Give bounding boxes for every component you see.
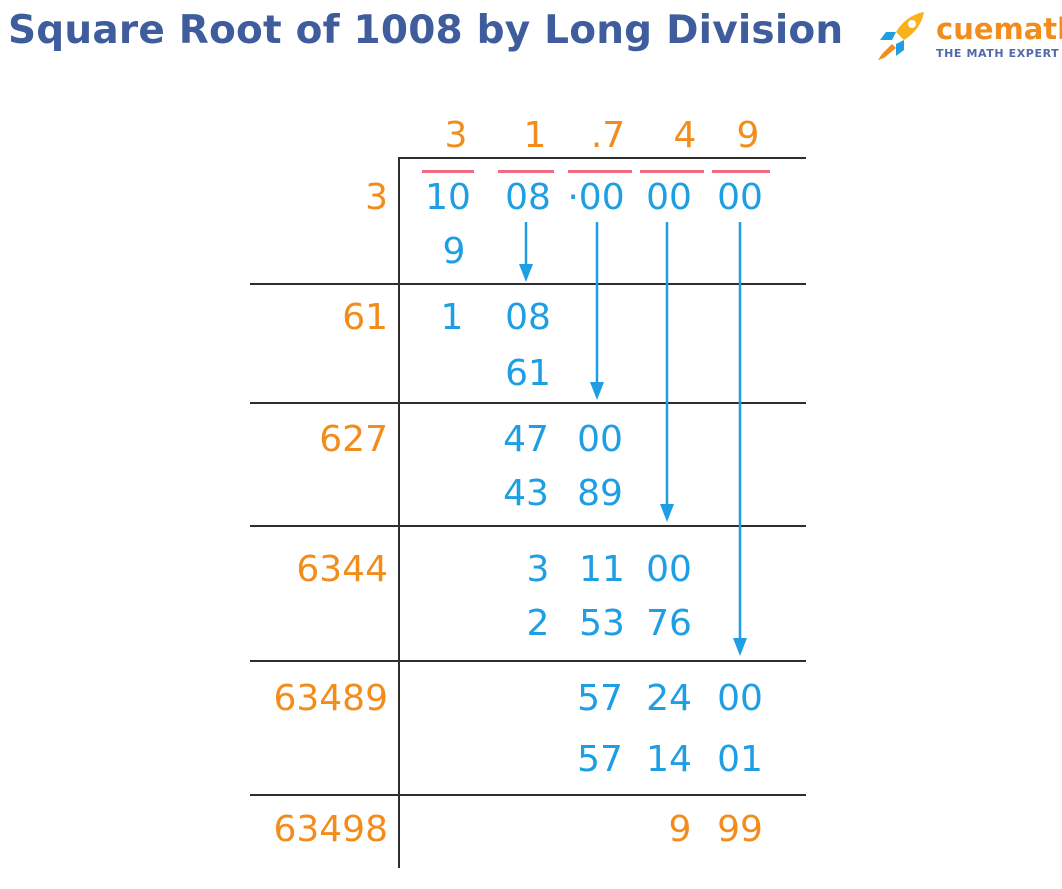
pair-dash xyxy=(422,170,474,173)
quotient-digit: 9 xyxy=(736,115,760,156)
remainder-value: 00 xyxy=(646,549,692,590)
divisor: 627 xyxy=(319,419,388,460)
dividend-pair: ·00 xyxy=(567,177,625,218)
quotient-digit: 4 xyxy=(673,115,697,156)
final-remainder: 9 xyxy=(668,809,692,850)
logo-wordmark: cuemath xyxy=(936,12,1062,46)
subtraction-value: 01 xyxy=(717,739,763,780)
subtraction-value: 14 xyxy=(646,739,692,780)
remainder-value: 08 xyxy=(505,297,551,338)
step-divider-line xyxy=(250,283,806,285)
subtraction-value: 53 xyxy=(579,603,625,644)
division-top-line xyxy=(398,157,806,159)
cuemath-logo: cuemath THE MATH EXPERT xyxy=(872,10,1062,64)
subtraction-value: 76 xyxy=(646,603,692,644)
remainder-value: 00 xyxy=(577,419,623,460)
subtraction-value: 57 xyxy=(577,739,623,780)
quotient-digit: .7 xyxy=(590,115,626,156)
step-divider-line xyxy=(250,660,806,662)
divisor: 61 xyxy=(342,297,388,338)
pair-dash xyxy=(568,170,632,173)
divisor: 3 xyxy=(365,177,388,218)
divisor: 63489 xyxy=(273,678,388,719)
pair-dash xyxy=(640,170,704,173)
remainder-value: 1 xyxy=(440,297,464,338)
pair-dash xyxy=(712,170,770,173)
dividend-pair: 00 xyxy=(717,177,763,218)
remainder-value: 57 xyxy=(577,678,623,719)
subtraction-value: 9 xyxy=(442,231,466,272)
divisor: 63498 xyxy=(273,809,388,850)
remainder-value: 3 xyxy=(526,549,550,590)
arrow-head xyxy=(519,264,533,282)
quotient-digit: 3 xyxy=(444,115,468,156)
rocket-icon xyxy=(878,12,924,60)
division-vertical-line xyxy=(398,158,400,868)
dividend-pair: 08 xyxy=(505,177,551,218)
pair-dash xyxy=(498,170,554,173)
arrow-head xyxy=(660,504,674,522)
step-divider-line xyxy=(250,525,806,527)
page-title: Square Root of 1008 by Long Division xyxy=(8,8,844,53)
arrow-head xyxy=(590,382,604,400)
final-remainder: 99 xyxy=(717,809,763,850)
step-divider-line xyxy=(250,402,806,404)
dividend-pair: 10 xyxy=(425,177,471,218)
dividend-pair: 00 xyxy=(646,177,692,218)
remainder-value: 24 xyxy=(646,678,692,719)
subtraction-value: 89 xyxy=(577,473,623,514)
step-divider-line xyxy=(250,794,806,796)
remainder-value: 11 xyxy=(579,549,625,590)
subtraction-value: 2 xyxy=(526,603,550,644)
logo-tagline: THE MATH EXPERT xyxy=(936,47,1060,60)
subtraction-value: 43 xyxy=(503,473,549,514)
arrow-head xyxy=(733,638,747,656)
quotient-digit: 1 xyxy=(523,115,547,156)
subtraction-value: 61 xyxy=(505,353,551,394)
divisor: 6344 xyxy=(296,549,388,590)
remainder-value: 00 xyxy=(717,678,763,719)
remainder-value: 47 xyxy=(503,419,549,460)
